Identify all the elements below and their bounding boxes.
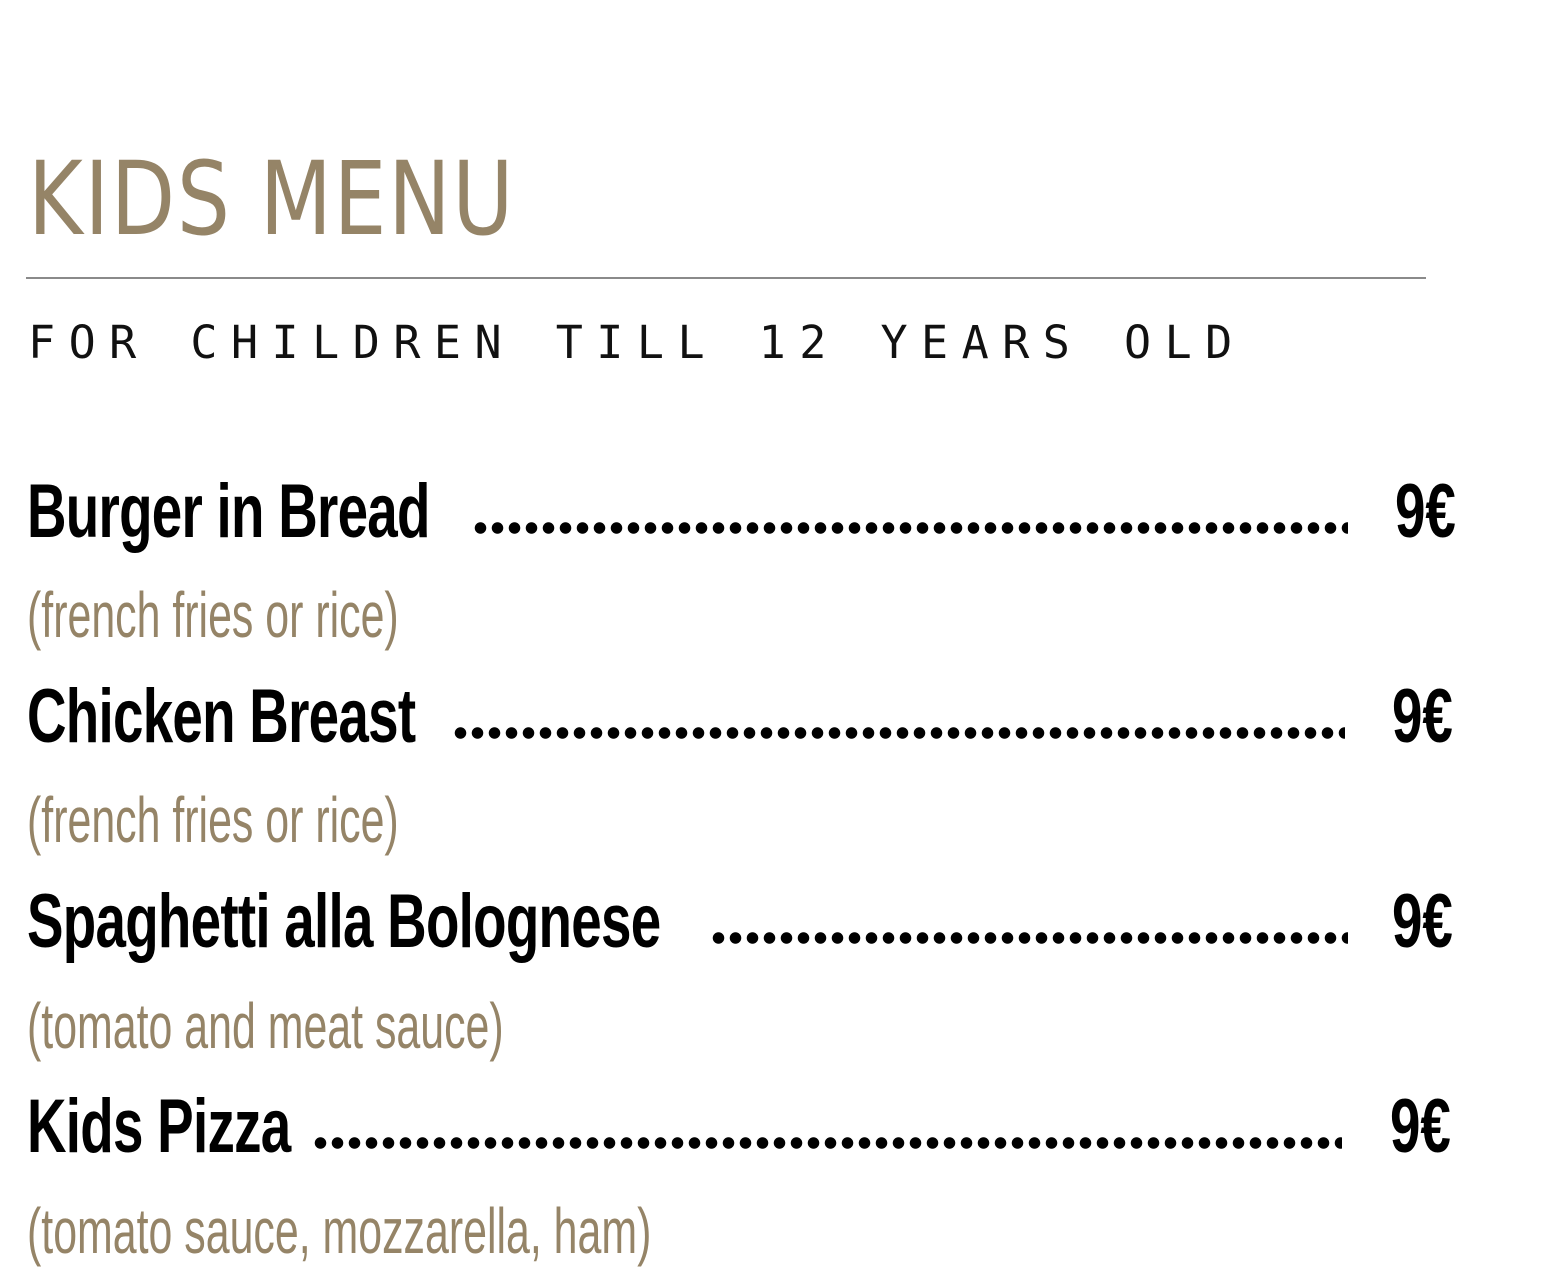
item-name: Kids Pizza [27,1084,291,1169]
dot-leader [312,1137,1342,1149]
dot-leader [710,932,1348,944]
item-description: (tomato sauce, mozzarella, ham) [27,1195,652,1267]
item-price: 9€ [1392,674,1453,759]
menu-subtitle: FOR CHILDREN TILL 12 YEARS OLD [28,316,1246,369]
item-description: (french fries or rice) [27,579,399,651]
item-name: Spaghetti alla Bolognese [27,879,661,964]
item-name: Chicken Breast [27,674,416,759]
menu-title: KIDS MENU [28,140,516,259]
item-price: 9€ [1395,469,1456,554]
item-price: 9€ [1390,1084,1451,1169]
item-description: (tomato and meat sauce) [27,990,504,1062]
item-price: 9€ [1392,879,1453,964]
item-description: (french fries or rice) [27,784,399,856]
item-name: Burger in Bread [27,469,430,554]
dot-leader [472,522,1348,534]
dot-leader [452,727,1345,739]
divider [26,277,1426,279]
